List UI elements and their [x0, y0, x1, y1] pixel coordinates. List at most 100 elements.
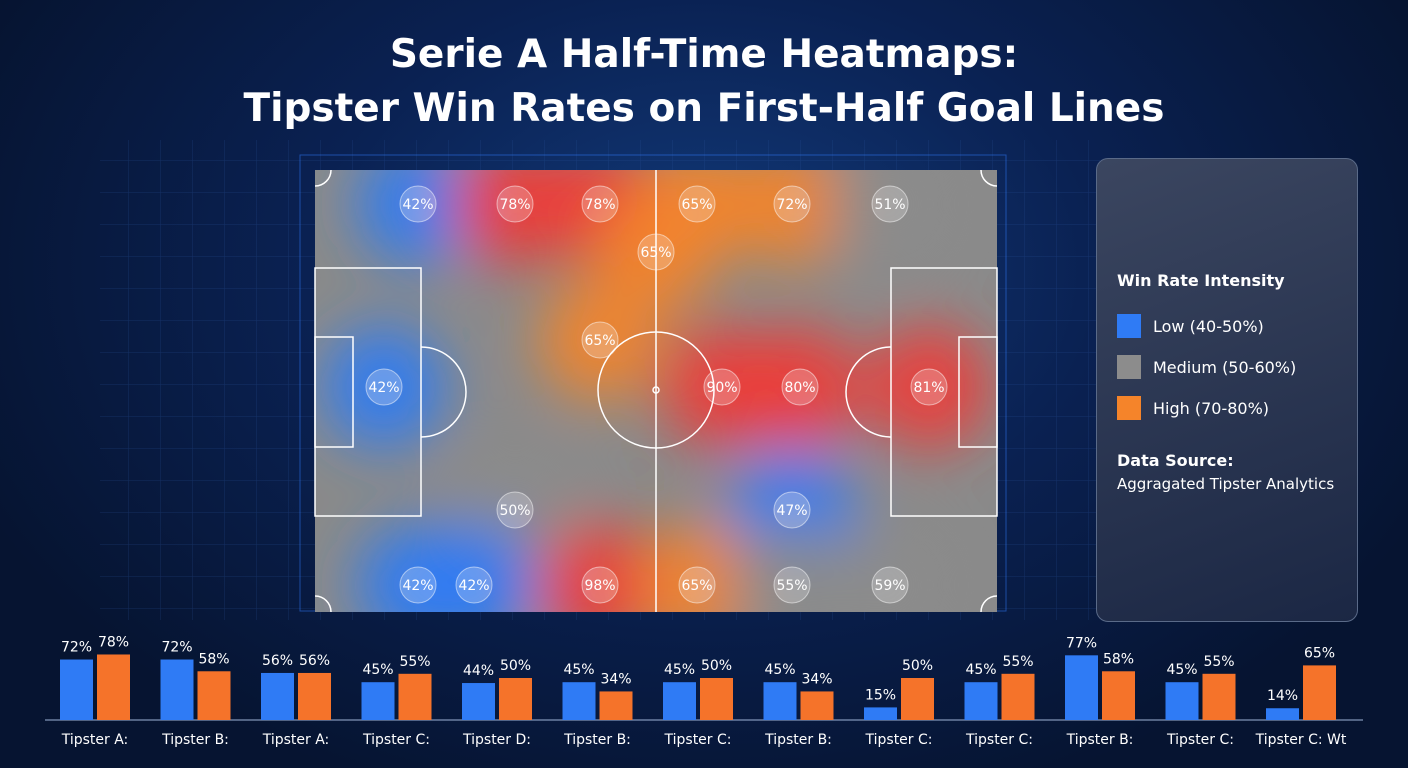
- bar-value-label: 58%: [198, 651, 229, 667]
- bar-value-label: 55%: [1203, 654, 1234, 670]
- bar-value-label: 45%: [362, 662, 393, 678]
- heat-blob: [412, 523, 536, 612]
- heat-blob: [538, 278, 662, 402]
- pitch-lines: [314, 169, 998, 613]
- bar: [1102, 671, 1135, 720]
- point-badge: [773, 185, 811, 223]
- point-badge: [581, 185, 619, 223]
- x-tick-label: Tipster B:: [1066, 732, 1134, 748]
- bar-value-label: 56%: [262, 653, 293, 669]
- point-badge: [910, 368, 948, 406]
- bar: [964, 682, 998, 720]
- x-tick-label: Tipster B:: [161, 732, 229, 748]
- bar: [499, 678, 532, 720]
- point-label: 80%: [784, 380, 815, 396]
- point-label: 98%: [584, 578, 615, 594]
- legend-item: Low (40-50%): [1117, 314, 1264, 338]
- bar: [462, 683, 495, 720]
- bar: [298, 672, 331, 720]
- x-tick-label: Tipster D:: [462, 732, 531, 748]
- heat-blob: [828, 170, 952, 266]
- source: Aggragated Tipster Analytics: [1117, 475, 1335, 493]
- bar-value-label: 45%: [664, 662, 695, 678]
- bar: [1001, 673, 1035, 720]
- heat-blob: [356, 170, 480, 266]
- heat-blob: [828, 523, 952, 612]
- bar-value-label: 14%: [1267, 688, 1298, 704]
- heat-blob: [730, 170, 854, 266]
- bar: [700, 678, 733, 720]
- legend-swatch: [1117, 396, 1141, 420]
- heat-blob: [635, 523, 759, 612]
- point-label: 81%: [913, 380, 944, 396]
- x-tick-label: Tipster B:: [563, 732, 631, 748]
- point-badge: [678, 185, 716, 223]
- bar-value-label: 15%: [865, 687, 896, 703]
- bar: [1202, 673, 1236, 720]
- bar: [763, 682, 797, 720]
- point-badge: [581, 321, 619, 359]
- bar: [97, 654, 130, 720]
- point-label: 42%: [402, 197, 433, 213]
- point-label: 65%: [681, 197, 712, 213]
- bar-value-label: 45%: [563, 662, 594, 678]
- point-label: 55%: [776, 578, 807, 594]
- point-label: 42%: [368, 380, 399, 396]
- bar-value-label: 50%: [902, 658, 933, 674]
- bar-value-label: 72%: [161, 640, 192, 656]
- legend: Win Rate Intensity Low (40-50%) Medium (5…: [1096, 158, 1358, 622]
- point-label: 90%: [706, 380, 737, 396]
- point-badge: [781, 368, 819, 406]
- x-tick-label: Tipster C:: [664, 732, 732, 748]
- point-badge: [581, 566, 619, 604]
- bar-value-label: 50%: [500, 658, 531, 674]
- bar-value-label: 77%: [1066, 635, 1097, 651]
- x-tick-label: Tipster A:: [262, 732, 330, 748]
- source-label: Data Source:: [1117, 451, 1234, 470]
- point-label: 65%: [640, 245, 671, 261]
- point-label: 78%: [499, 197, 530, 213]
- bar-value-label: 65%: [1304, 645, 1335, 661]
- point-badge: [773, 491, 811, 529]
- bar-value-label: 55%: [1002, 654, 1033, 670]
- point-badge: [871, 566, 909, 604]
- bar-value-label: 55%: [399, 654, 430, 670]
- bar-value-label: 44%: [463, 663, 494, 679]
- x-tick-label: Tipster C:: [1166, 732, 1234, 748]
- legend-title: Win Rate Intensity: [1117, 271, 1285, 290]
- bar-value-label: 72%: [61, 640, 92, 656]
- bar-value-label: 78%: [98, 634, 129, 650]
- bar-value-label: 45%: [965, 662, 996, 678]
- bar-value-label: 34%: [801, 671, 832, 687]
- x-tick-label: Tipster C:: [965, 732, 1033, 748]
- legend-swatch: [1117, 314, 1141, 338]
- x-tick-label: Tipster C: Wt: [1255, 732, 1347, 748]
- bar-value-label: 50%: [701, 658, 732, 674]
- point-badge: [455, 566, 493, 604]
- legend-label: Low (40-50%): [1153, 316, 1264, 336]
- bar-value-label: 56%: [299, 653, 330, 669]
- point-badge: [678, 566, 716, 604]
- point-label: 50%: [499, 503, 530, 519]
- bar: [1266, 708, 1299, 720]
- point-badge: [365, 368, 403, 406]
- bar: [864, 707, 897, 720]
- bar: [1065, 655, 1098, 720]
- point-badge: [637, 233, 675, 271]
- legend-item: High (70-80%): [1117, 396, 1269, 420]
- point-badge: [496, 491, 534, 529]
- point-label: 59%: [874, 578, 905, 594]
- bar: [398, 673, 432, 720]
- bar: [261, 672, 294, 720]
- bar-value-label: 45%: [764, 662, 795, 678]
- heat-blob: [738, 325, 862, 449]
- point-badge: [871, 185, 909, 223]
- legend-label: Medium (50-60%): [1153, 357, 1297, 377]
- bar-value-label: 45%: [1166, 662, 1197, 678]
- point-label: 65%: [681, 578, 712, 594]
- bar: [562, 682, 596, 720]
- point-label: 65%: [584, 333, 615, 349]
- legend-item: Medium (50-60%): [1117, 355, 1296, 379]
- point-badge: [703, 368, 741, 406]
